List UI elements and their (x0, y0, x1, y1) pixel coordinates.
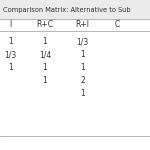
Bar (0, 16, 150, 136)
Text: 1: 1 (8, 38, 13, 46)
Text: 1/4: 1/4 (39, 50, 51, 59)
Text: I: I (9, 20, 12, 29)
Text: 1: 1 (43, 63, 47, 72)
Text: R+C: R+C (36, 20, 54, 29)
Text: 2: 2 (80, 76, 85, 85)
Text: 1: 1 (43, 38, 47, 46)
Text: 1: 1 (43, 76, 47, 85)
Text: 1/3: 1/3 (4, 50, 17, 59)
Text: 1/3: 1/3 (76, 38, 89, 46)
Text: 1: 1 (80, 63, 85, 72)
Text: R+I: R+I (75, 20, 90, 29)
Text: 1: 1 (8, 63, 13, 72)
Text: Comparison Matrix: Alternative to Sub: Comparison Matrix: Alternative to Sub (3, 7, 131, 13)
Bar (0, 0, 150, 19)
Text: 1: 1 (80, 88, 85, 98)
Text: C: C (114, 20, 120, 29)
Text: 1: 1 (80, 50, 85, 59)
